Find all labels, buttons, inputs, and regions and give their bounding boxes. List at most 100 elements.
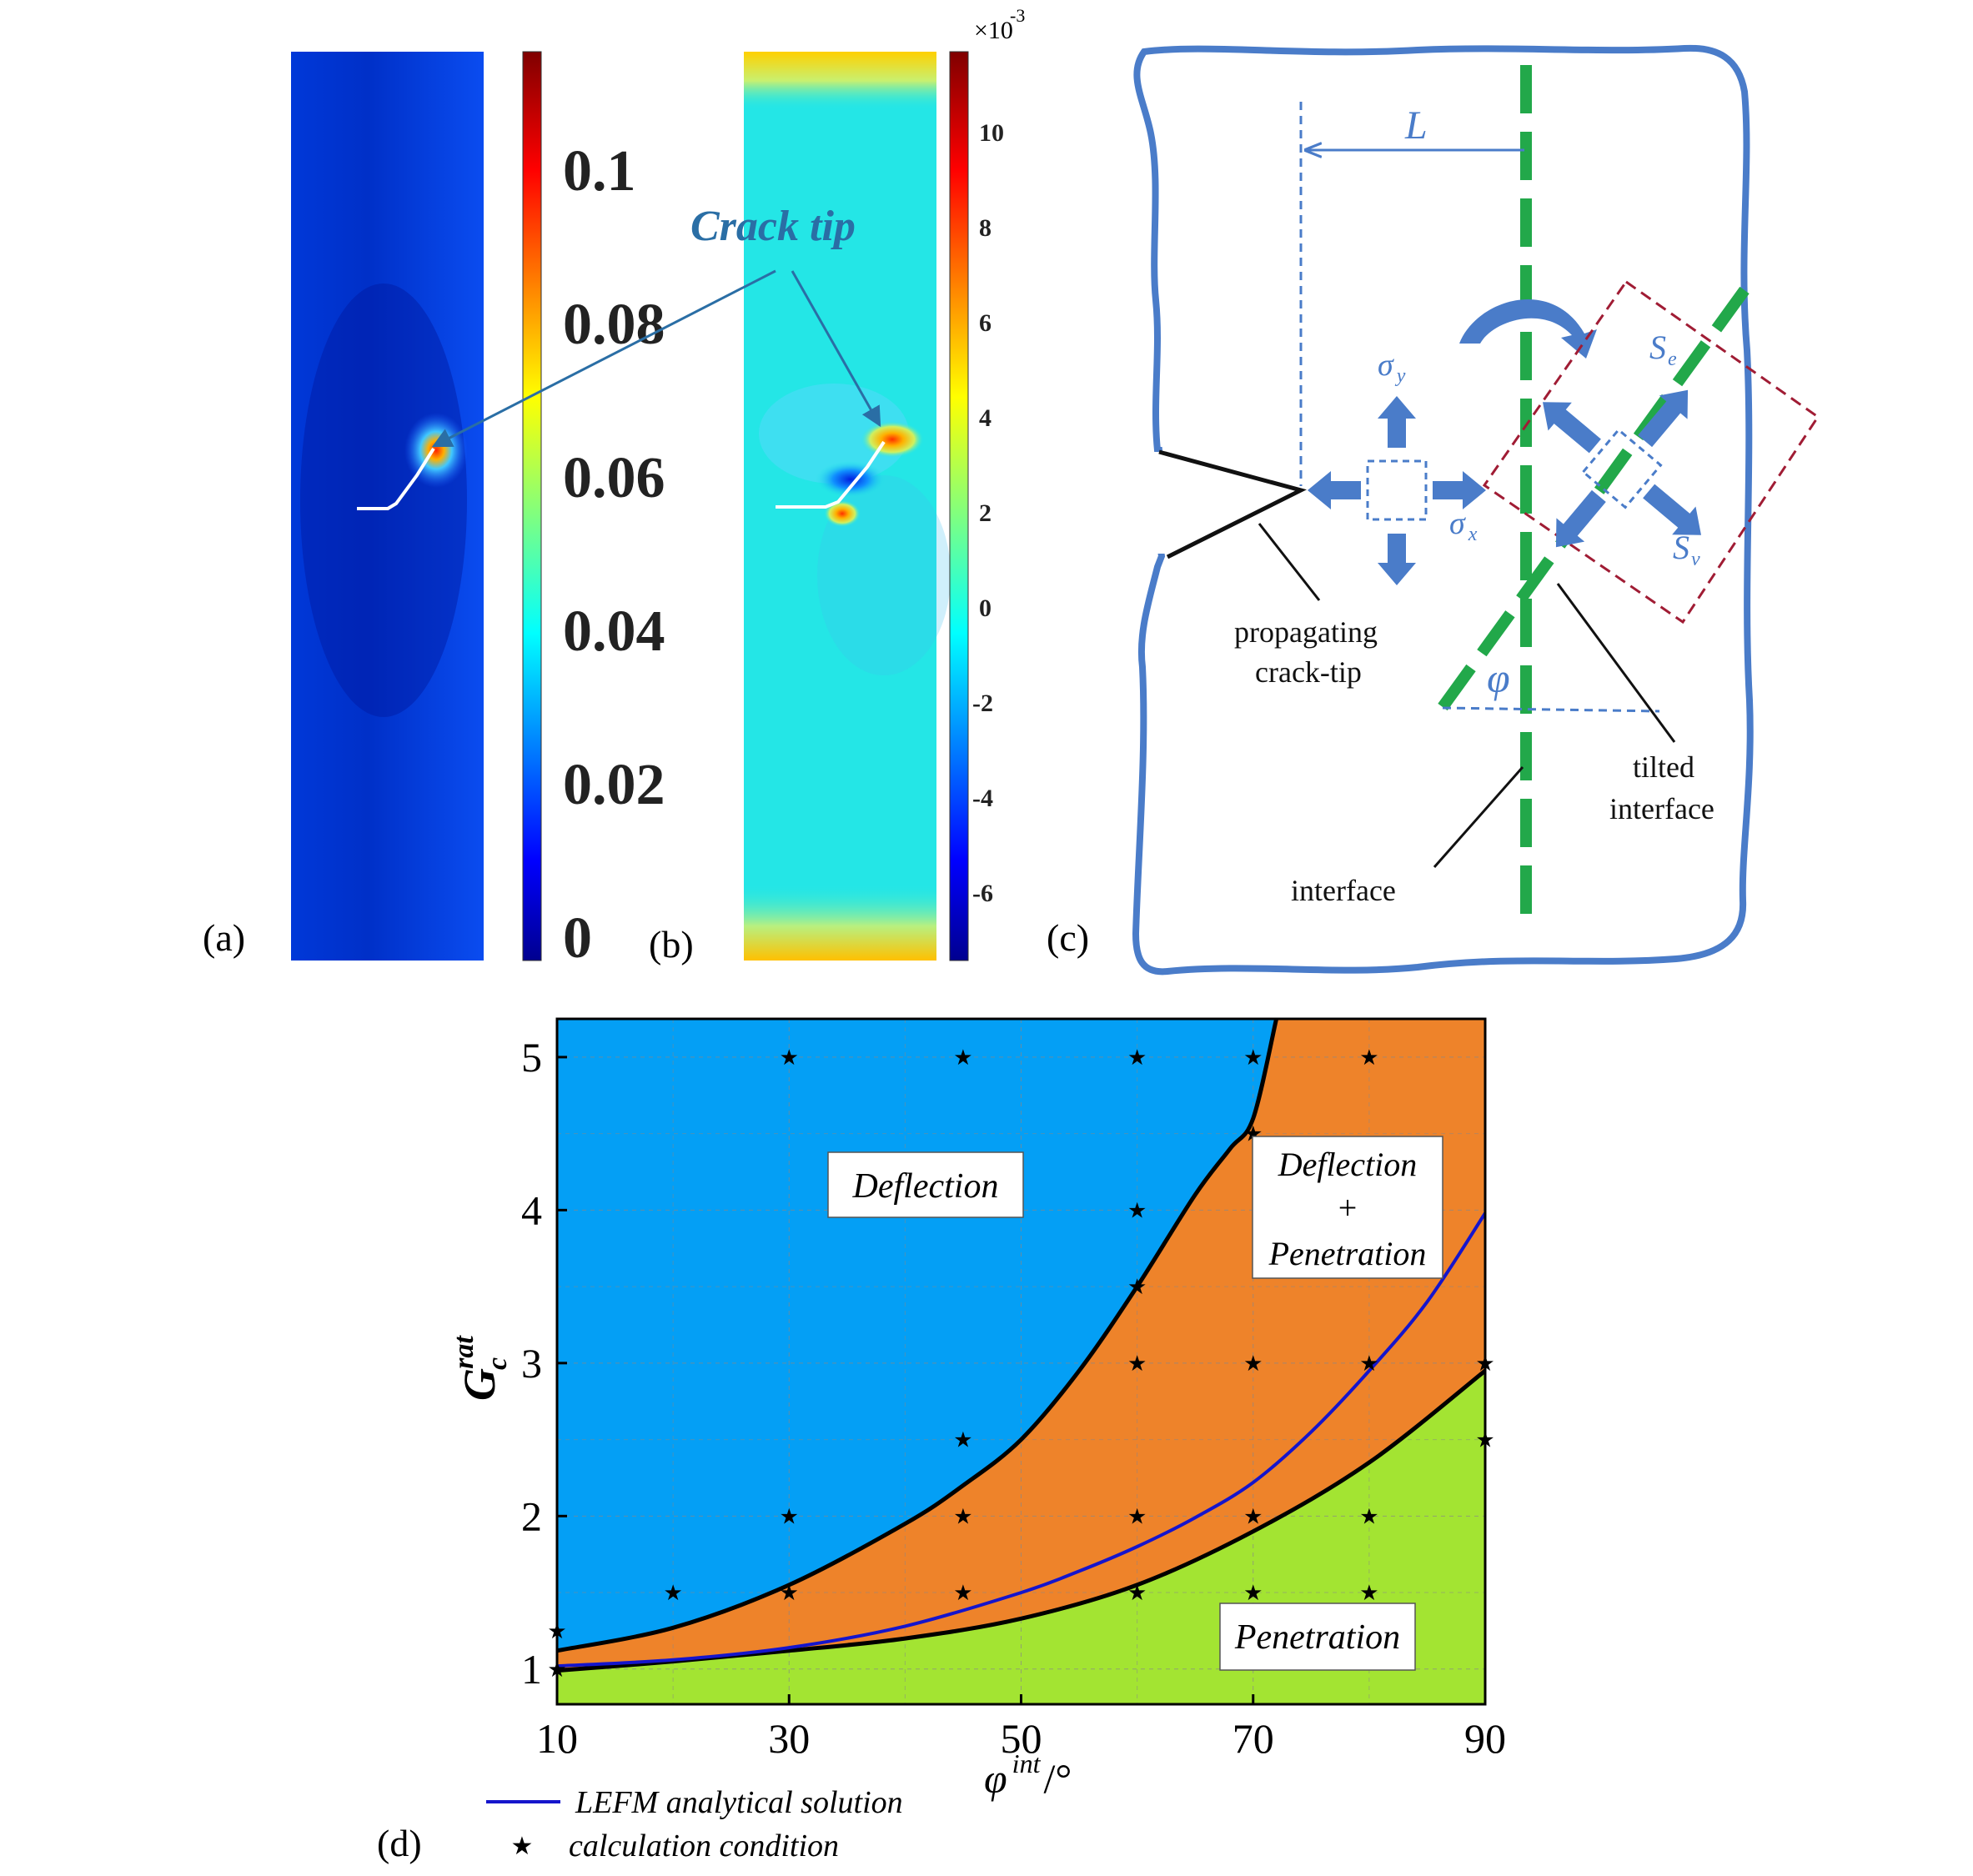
legend-star-icon: ★ bbox=[511, 1833, 534, 1860]
edge-top-b bbox=[744, 52, 936, 110]
s-v-symbol: S bbox=[1673, 529, 1689, 566]
y-axis-symbol: G bbox=[454, 1368, 505, 1401]
sigma-x-subscript: x bbox=[1468, 524, 1478, 545]
crack-tip-annotation: Crack tip bbox=[431, 203, 881, 448]
calculation-point-21: ★ bbox=[1359, 1046, 1378, 1070]
edge-bottom-b bbox=[744, 884, 936, 961]
panel-label-d: (d) bbox=[377, 1822, 422, 1864]
chart-markers: ★★★★★★★★★★★★★★★★★★★★★★★★★★★ bbox=[547, 1046, 1494, 1682]
colorbar-b-exponent-base: ×10 bbox=[974, 17, 1013, 44]
s-e-symbol: S bbox=[1649, 329, 1666, 366]
calculation-point-12: ★ bbox=[1127, 1275, 1147, 1299]
colorbar-b-tick-6: -2 bbox=[972, 690, 993, 717]
crack-path-b bbox=[776, 440, 886, 509]
calculation-point-10: ★ bbox=[1127, 1046, 1147, 1070]
region-deflection bbox=[557, 1019, 1277, 1651]
distance-label-L: L bbox=[1404, 103, 1428, 148]
crack-tip-hotspot-b bbox=[861, 421, 924, 458]
panel-b: ×10 -3 10 8 6 4 2 0 -2 -4 -6 (b) bbox=[649, 5, 1025, 966]
calculation-point-3: ★ bbox=[780, 1046, 799, 1070]
calculation-point-4: ★ bbox=[780, 1504, 799, 1528]
tilted-interface-leader bbox=[1556, 583, 1676, 743]
x-axis-unit: /° bbox=[1043, 1755, 1072, 1802]
colorbar-a-tick-4: 0.02 bbox=[563, 753, 665, 817]
calculation-point-5: ★ bbox=[780, 1581, 799, 1605]
y-axis-label-text: Gcrat bbox=[449, 1335, 513, 1401]
calculation-point-9: ★ bbox=[953, 1581, 972, 1605]
rotation-arrow-icon bbox=[1459, 298, 1597, 359]
region-box-penetration bbox=[1219, 1603, 1416, 1671]
colorbar-b-tick-2: 6 bbox=[979, 309, 992, 337]
region-label-mixed-1: Deflection bbox=[1278, 1146, 1418, 1183]
calculation-point-11: ★ bbox=[1127, 1198, 1147, 1222]
calculation-point-24: ★ bbox=[1359, 1581, 1378, 1605]
colorbar-a-tick-3: 0.04 bbox=[563, 599, 665, 664]
calculation-point-7: ★ bbox=[953, 1428, 972, 1452]
colorbar-a-tick-0: 0.1 bbox=[563, 139, 636, 203]
y-axis-superscript: rat bbox=[449, 1335, 479, 1369]
region-label-penetration: Penetration bbox=[1234, 1618, 1400, 1657]
calculation-point-20: ★ bbox=[1243, 1581, 1263, 1605]
y-tick-label-0: 1 bbox=[521, 1646, 542, 1693]
cold-zone-b bbox=[816, 461, 886, 498]
s-v-arrow-icon bbox=[1638, 389, 1689, 448]
colorbar-b-tick-0: 10 bbox=[979, 119, 1004, 147]
colorbar-a-tick-2: 0.06 bbox=[563, 446, 665, 510]
tilted-interface-line bbox=[1438, 286, 1750, 711]
x-axis-symbol: φ bbox=[984, 1755, 1007, 1802]
calculation-point-8: ★ bbox=[953, 1504, 972, 1528]
crack-path-a bbox=[357, 447, 435, 510]
panel-d: ★★★★★★★★★★★★★★★★★★★★★★★★★★★ 10 30 50 70 9012… bbox=[377, 1017, 1506, 1864]
sigma-y-arrow-up-icon bbox=[1378, 396, 1416, 448]
region-box-deflection bbox=[827, 1151, 1024, 1218]
crack-tip-label-c: crack-tip bbox=[1255, 655, 1362, 689]
interface-leader bbox=[1433, 766, 1524, 868]
sigma-y-arrow-down-icon bbox=[1378, 534, 1416, 585]
x-tick-label-2: 50 bbox=[1001, 1715, 1042, 1762]
calculation-point-2: ★ bbox=[663, 1581, 682, 1605]
outline-notch-cover bbox=[1151, 452, 1169, 554]
crack-root-hotspot-b bbox=[824, 500, 861, 527]
calculation-point-22: ★ bbox=[1359, 1352, 1378, 1376]
s-v-subscript: v bbox=[1691, 549, 1700, 570]
calculation-point-13: ★ bbox=[1127, 1352, 1147, 1376]
s-v-label: Sv bbox=[1673, 529, 1700, 570]
stress-shadow-a bbox=[300, 283, 467, 717]
contour-field-a bbox=[291, 52, 484, 961]
propagating-label: propagating bbox=[1234, 615, 1378, 649]
rotated-frame bbox=[1482, 279, 1820, 624]
analytical-solution-line bbox=[557, 1211, 1485, 1668]
calculation-point-6: ★ bbox=[953, 1046, 972, 1070]
sigma-y-symbol: σ bbox=[1378, 348, 1394, 383]
sigma-x-symbol: σ bbox=[1449, 506, 1466, 541]
x-tick-label-4: 90 bbox=[1464, 1715, 1506, 1762]
panel-label-a: (a) bbox=[203, 916, 245, 959]
crack-tip-leader bbox=[1258, 523, 1321, 601]
colorbar-a-tick-5: 0 bbox=[563, 906, 592, 971]
tilted-interface-label: interface bbox=[1609, 792, 1714, 825]
s-e-arrow-icon bbox=[1543, 402, 1601, 454]
calculation-point-15: ★ bbox=[1127, 1581, 1147, 1605]
phi-reference-line bbox=[1442, 706, 1660, 713]
colorbar-a-tick-1: 0.08 bbox=[563, 293, 665, 357]
interface-label: interface bbox=[1291, 874, 1396, 907]
region-label-deflection: Deflection bbox=[852, 1167, 999, 1206]
colorbar-b-tick-1: 8 bbox=[979, 214, 992, 242]
crack-notch bbox=[1158, 449, 1307, 559]
x-axis-label: φ int/° bbox=[984, 1748, 1072, 1802]
stress-element-box bbox=[1366, 459, 1428, 521]
colorbar-b-tick-4: 2 bbox=[979, 499, 992, 527]
colorbar-b-tick-3: 4 bbox=[979, 404, 992, 432]
region-label-mixed-3: Penetration bbox=[1268, 1235, 1427, 1272]
colorbar-b-tick-5: 0 bbox=[979, 594, 992, 622]
x-tick-label-1: 30 bbox=[768, 1715, 810, 1762]
y-tick-label-2: 3 bbox=[521, 1340, 542, 1387]
colorbar-b-tick-7: -4 bbox=[972, 785, 993, 812]
sigma-x-arrow-left-icon bbox=[1308, 471, 1361, 509]
s-e-subscript: e bbox=[1668, 349, 1677, 370]
